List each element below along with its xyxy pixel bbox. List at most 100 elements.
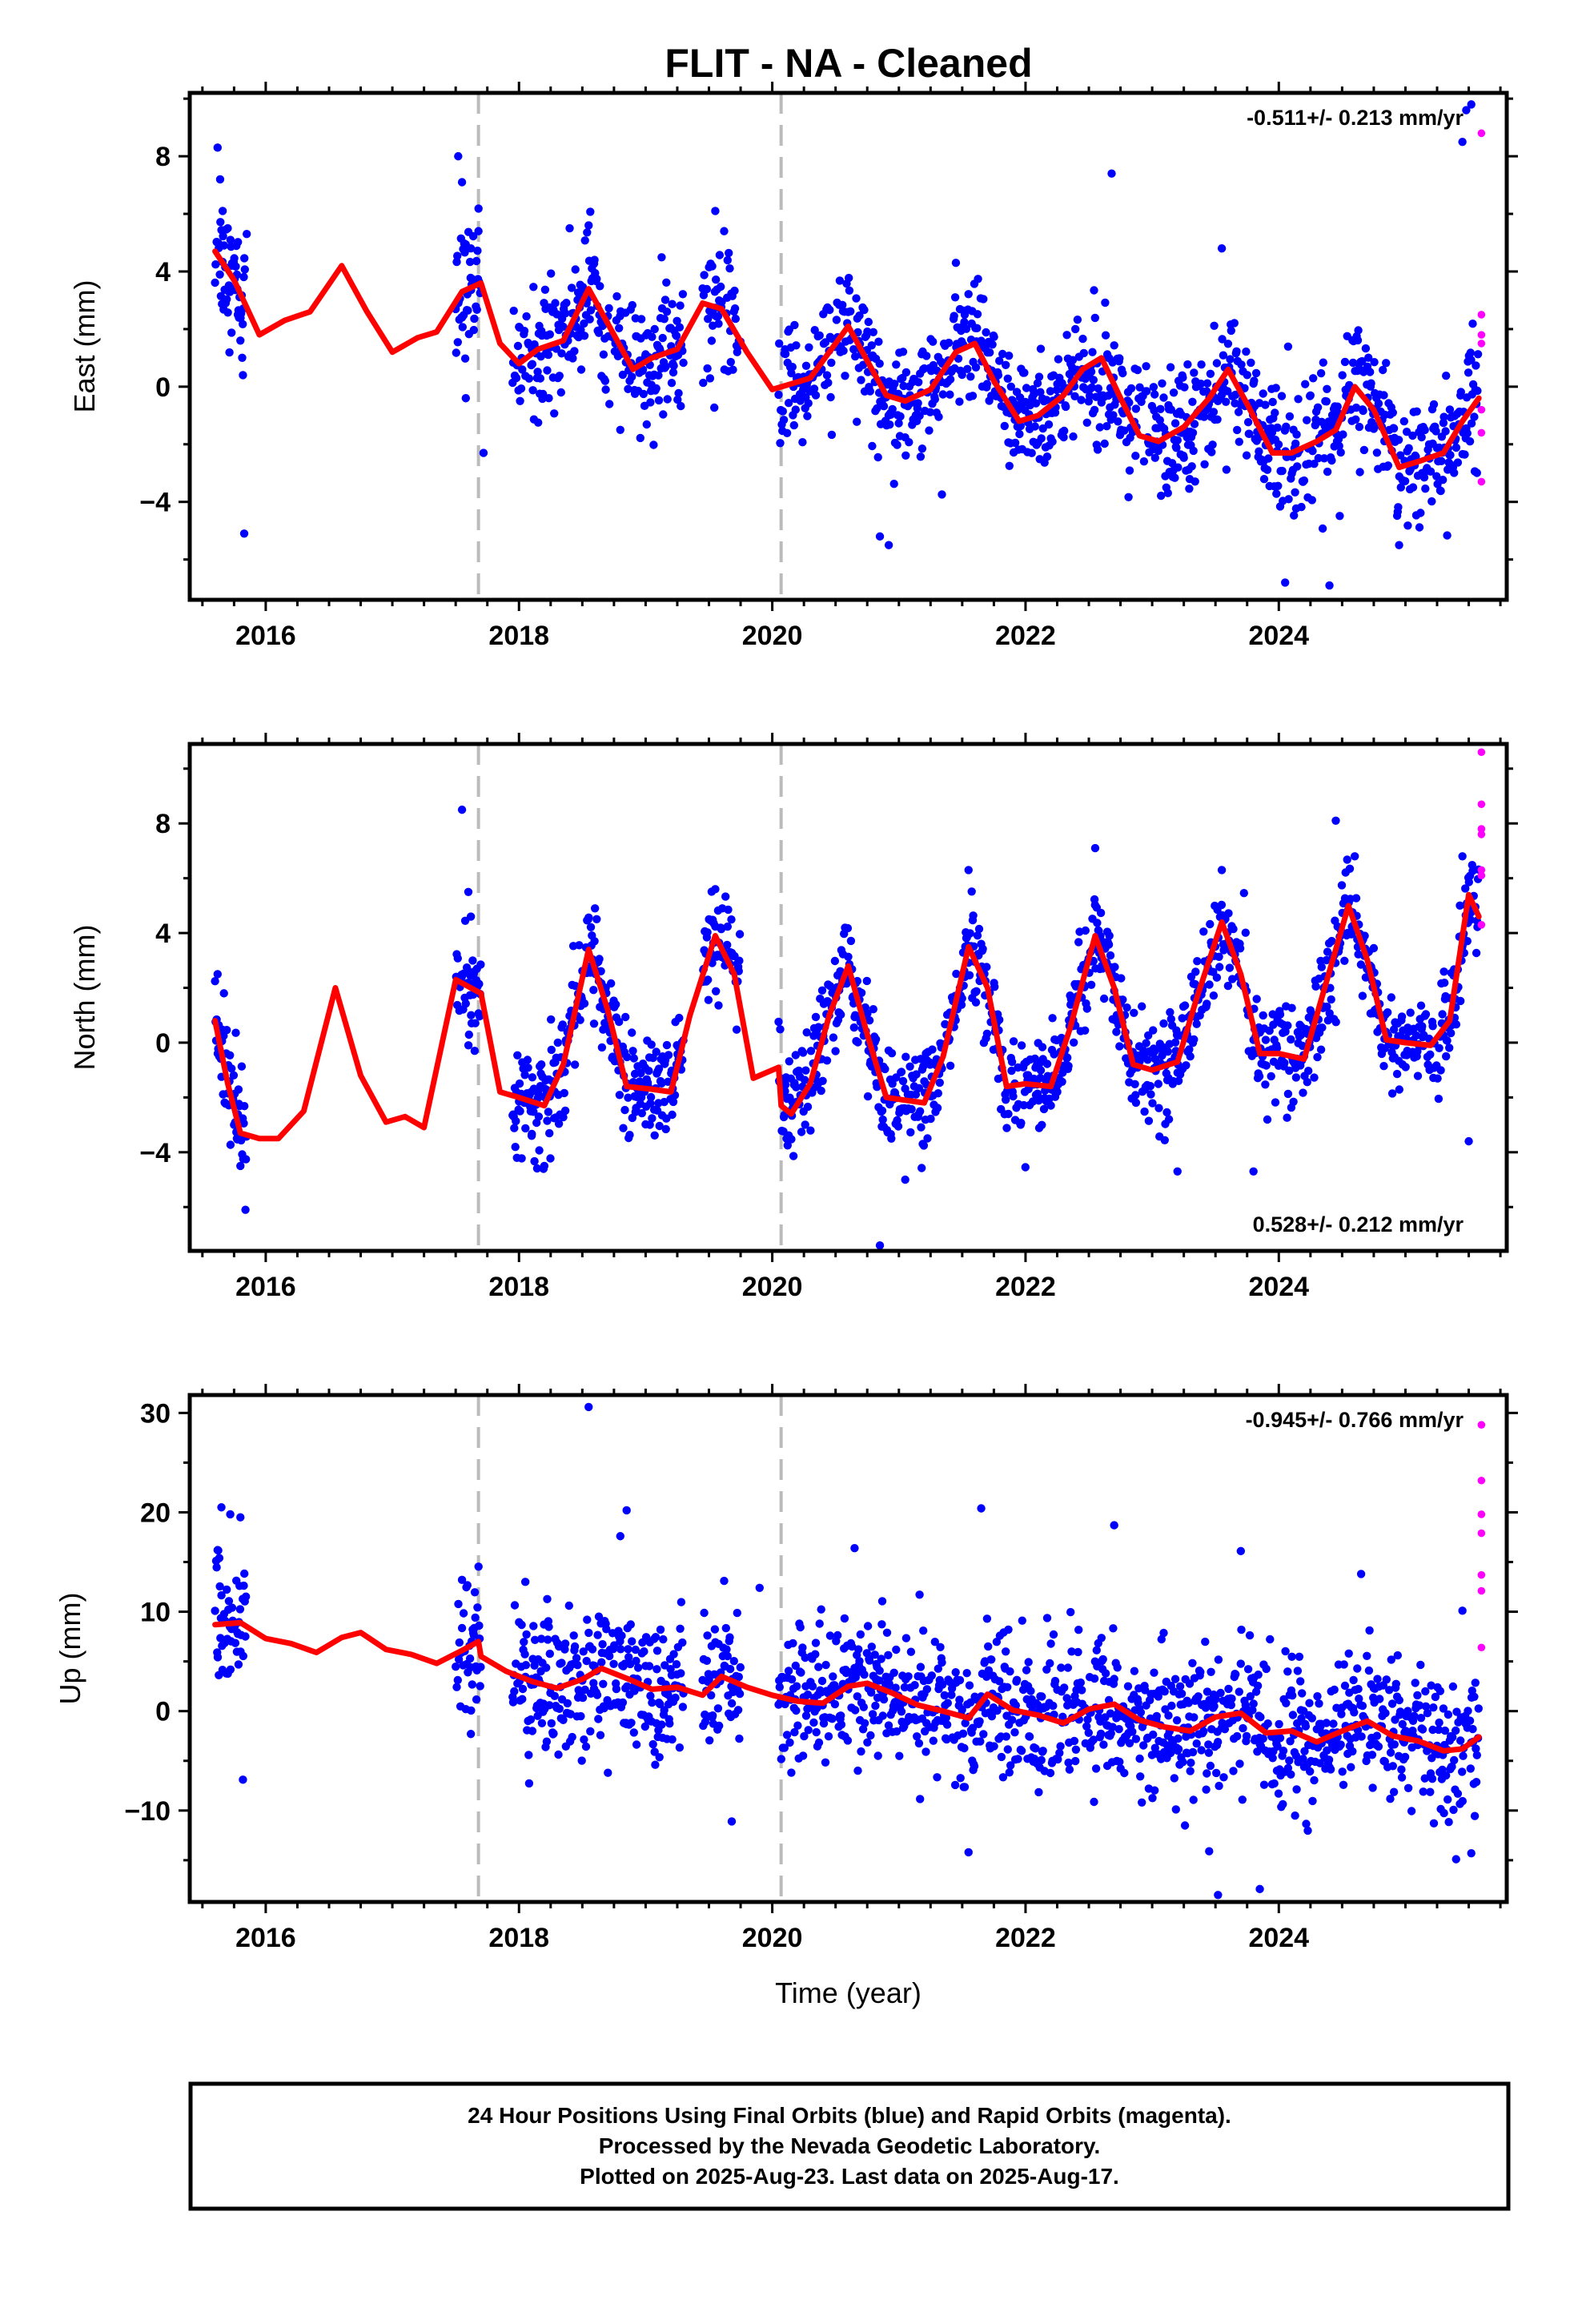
up-final-point [1288, 1711, 1298, 1719]
north-final-point [723, 940, 732, 950]
east-final-point [528, 360, 537, 368]
up-final-point [1292, 1785, 1301, 1794]
up-final-point [555, 1704, 564, 1713]
up-final-point [884, 1651, 893, 1659]
north-x-tick-label: 2024 [1248, 1272, 1309, 1302]
up-x-tick-label: 2022 [995, 1923, 1056, 1953]
east-final-point [474, 227, 483, 235]
up-final-point [633, 1663, 643, 1672]
north-final-point [863, 1009, 872, 1018]
up-final-point [1237, 1625, 1246, 1634]
east-final-point [1292, 430, 1301, 439]
north-final-point [1115, 1042, 1124, 1051]
up-final-point [1178, 1758, 1187, 1767]
north-final-point [1265, 1026, 1274, 1035]
up-final-point [804, 1726, 813, 1735]
up-final-point [1255, 1884, 1264, 1894]
east-final-point [1472, 361, 1480, 370]
up-final-point [1275, 1719, 1283, 1729]
up-final-point [1114, 1725, 1123, 1734]
east-final-point [915, 412, 924, 420]
up-final-point [1421, 1702, 1431, 1711]
up-final-point [1397, 1765, 1406, 1774]
east-final-point [905, 438, 913, 447]
up-final-point [1262, 1664, 1271, 1674]
east-final-point [779, 416, 789, 424]
east-final-point [238, 353, 247, 362]
north-final-point [1311, 982, 1320, 991]
east-final-point [1245, 429, 1254, 438]
up-final-point [962, 1669, 971, 1678]
north-final-point [875, 1240, 885, 1250]
up-final-point [542, 1663, 551, 1672]
east-final-point [1338, 371, 1347, 380]
east-final-point [1389, 424, 1399, 433]
east-final-point [601, 385, 610, 394]
east-final-point [1196, 380, 1206, 388]
north-final-point [576, 1015, 584, 1024]
north-final-point [1392, 1069, 1402, 1079]
up-final-point [1363, 1651, 1371, 1660]
east-final-point [1237, 360, 1246, 369]
up-final-point [1388, 1762, 1398, 1771]
up-final-point [1236, 1659, 1246, 1668]
up-final-point [1026, 1687, 1035, 1695]
east-final-point [1466, 348, 1476, 357]
east-final-point [1340, 357, 1350, 367]
north-final-point [934, 1089, 943, 1098]
east-final-point [1222, 465, 1231, 474]
north-final-point [241, 1205, 250, 1214]
north-final-point [806, 1047, 816, 1055]
up-final-point [1049, 1701, 1058, 1711]
up-final-point [1459, 1751, 1468, 1760]
up-final-point [592, 1691, 602, 1699]
up-final-point [1391, 1679, 1401, 1688]
north-final-point [802, 1028, 811, 1037]
north-final-point [1219, 946, 1228, 955]
up-final-point [1136, 1772, 1145, 1781]
north-final-point [570, 1060, 580, 1069]
east-final-point [570, 347, 579, 356]
east-final-point [1183, 360, 1192, 369]
north-final-point [1058, 1077, 1066, 1087]
north-final-point [1267, 1072, 1275, 1081]
up-final-point [1279, 1799, 1287, 1809]
east-final-point [868, 441, 877, 451]
up-final-point [889, 1668, 898, 1677]
east-final-point [1359, 406, 1367, 416]
north-final-point [1461, 884, 1470, 893]
east-final-point [1139, 457, 1149, 466]
up-final-point [593, 1630, 602, 1639]
east-final-point [1322, 397, 1331, 406]
up-final-point [727, 1817, 737, 1826]
east-final-point [982, 328, 990, 337]
north-x-tick-label: 2022 [995, 1272, 1056, 1302]
up-final-point [942, 1713, 951, 1723]
east-final-point [1339, 430, 1347, 439]
north-rate-label: 0.528+/- 0.212 mm/yr [1253, 1212, 1464, 1236]
east-final-point [636, 315, 646, 324]
up-final-point [1136, 1708, 1146, 1717]
north-final-point [703, 928, 712, 937]
east-final-point [1150, 390, 1159, 399]
up-final-point [1166, 1748, 1175, 1758]
north-final-point [668, 1110, 677, 1120]
up-final-point [736, 1663, 745, 1672]
east-final-point [544, 394, 553, 403]
east-final-point [580, 236, 589, 245]
east-final-point [218, 207, 227, 215]
up-final-point [1268, 1754, 1277, 1763]
up-final-point [609, 1659, 618, 1668]
up-final-point [563, 1699, 572, 1708]
north-final-point [1138, 1002, 1146, 1011]
up-final-point [573, 1661, 582, 1670]
east-final-point [240, 265, 249, 274]
up-final-point [217, 1503, 226, 1512]
north-final-point [1287, 1035, 1295, 1044]
north-final-point [1110, 963, 1119, 971]
up-final-point [1471, 1679, 1480, 1687]
east-final-point [524, 374, 534, 383]
north-final-point [792, 1083, 801, 1092]
footer-line-1: 24 Hour Positions Using Final Orbits (bl… [468, 2103, 1231, 2128]
